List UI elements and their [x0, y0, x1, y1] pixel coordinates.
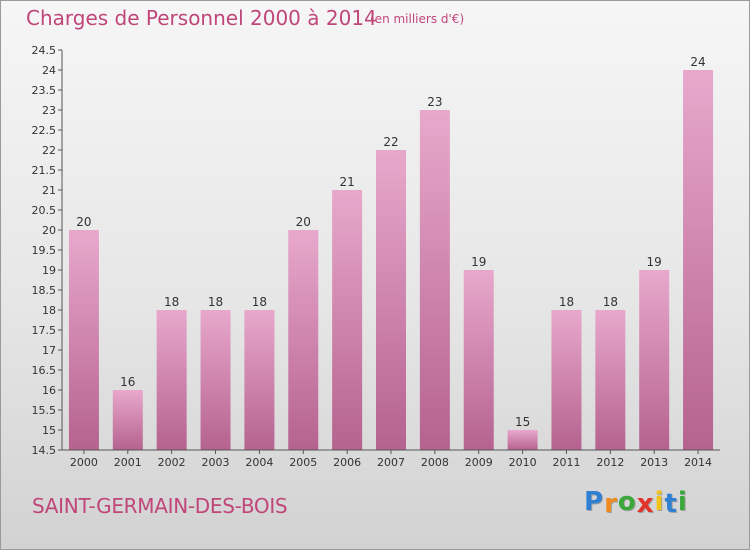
x-tick-label: 2014 — [684, 456, 712, 469]
y-tick-label: 20 — [42, 224, 56, 237]
bar-2013 — [639, 270, 670, 450]
x-tick-label: 2003 — [202, 456, 230, 469]
x-tick-label: 2000 — [70, 456, 98, 469]
y-tick-label: 21 — [42, 184, 56, 197]
x-tick-label: 2004 — [245, 456, 273, 469]
x-tick-label: 2005 — [289, 456, 317, 469]
y-tick-label: 22.5 — [32, 124, 57, 137]
bar-2003 — [200, 310, 231, 450]
bar-2007 — [376, 150, 406, 450]
chart-subtitle: (en milliers d'€) — [370, 12, 465, 26]
data-label-2011: 18 — [559, 295, 574, 309]
x-tick-label: 2013 — [640, 456, 668, 469]
y-tick-label: 15 — [42, 424, 56, 437]
bar-2004 — [244, 310, 275, 450]
data-label-2002: 18 — [164, 295, 179, 309]
bar-2002 — [156, 310, 187, 450]
x-tick-label: 2011 — [552, 456, 580, 469]
logo-letter: i — [654, 487, 665, 517]
y-tick-label: 20.5 — [32, 204, 57, 217]
data-label-2010: 15 — [515, 415, 530, 429]
y-tick-label: 17 — [42, 344, 56, 357]
x-tick-label: 2008 — [421, 456, 449, 469]
x-tick-label: 2007 — [377, 456, 405, 469]
logo-letter: t — [664, 489, 678, 519]
bar-2001 — [112, 390, 143, 450]
commune-name: SAINT-GERMAIN-DES-BOIS — [32, 494, 288, 518]
logo-letter: o — [617, 487, 637, 517]
logo-letter: r — [604, 489, 618, 519]
bar-series: 20 16 18 18 18 20 21 22 23 19 15 18 18 19 24 — [68, 55, 714, 450]
data-label-2014: 24 — [690, 55, 705, 69]
y-tick-label: 22 — [42, 144, 56, 157]
bar-2011 — [551, 310, 582, 450]
data-label-2007: 22 — [383, 135, 398, 149]
data-label-2009: 19 — [471, 255, 486, 269]
y-tick-label: 14.5 — [32, 444, 57, 457]
x-tick-label: 2002 — [158, 456, 186, 469]
y-axis: 14.5 15 15.5 16 16.5 17 17.5 18 18.5 19 19.5 20 20.5… — [32, 44, 63, 457]
bar-2008 — [419, 110, 450, 450]
y-tick-label: 17.5 — [32, 324, 57, 337]
logo-letter: i — [677, 487, 688, 517]
x-tick-label: 2006 — [333, 456, 361, 469]
bar-2010 — [507, 430, 538, 450]
data-label-2000: 20 — [76, 215, 91, 229]
data-label-2006: 21 — [339, 175, 354, 189]
data-label-2013: 19 — [647, 255, 662, 269]
data-label-2001: 16 — [120, 375, 135, 389]
bar-2005 — [288, 230, 319, 450]
x-tick-label: 2001 — [114, 456, 142, 469]
y-tick-label: 15.5 — [32, 404, 57, 417]
x-axis: 2000 2001 2002 2003 2004 2005 2006 2007 2008 2009… — [62, 449, 720, 469]
data-label-2008: 23 — [427, 95, 442, 109]
y-tick-label: 16.5 — [32, 364, 57, 377]
data-label-2005: 20 — [296, 215, 311, 229]
logo-letter: x — [636, 489, 655, 519]
y-tick-label: 19 — [42, 264, 56, 277]
chart-title: Charges de Personnel 2000 à 2014 — [26, 6, 377, 30]
y-tick-label: 24 — [42, 64, 56, 77]
y-tick-label: 21.5 — [32, 164, 57, 177]
x-tick-label: 2009 — [465, 456, 493, 469]
y-tick-label: 18 — [42, 304, 56, 317]
x-tick-label: 2012 — [596, 456, 624, 469]
y-tick-label: 24.5 — [32, 44, 57, 57]
bar-2014 — [683, 70, 714, 450]
data-label-2012: 18 — [603, 295, 618, 309]
x-tick-label: 2010 — [509, 456, 537, 469]
bar-2009 — [463, 270, 494, 450]
bar-2006 — [332, 190, 363, 450]
y-tick-label: 19.5 — [32, 244, 57, 257]
y-tick-label: 16 — [42, 384, 56, 397]
data-label-2004: 18 — [252, 295, 267, 309]
bar-2000 — [68, 230, 99, 450]
logo-letter: P — [584, 487, 605, 517]
y-tick-label: 23 — [42, 104, 56, 117]
proxiti-logo[interactable]: Proxiti — [584, 487, 688, 519]
y-tick-label: 18.5 — [32, 284, 57, 297]
data-label-2003: 18 — [208, 295, 223, 309]
bar-2012 — [595, 310, 626, 450]
y-tick-label: 23.5 — [32, 84, 57, 97]
